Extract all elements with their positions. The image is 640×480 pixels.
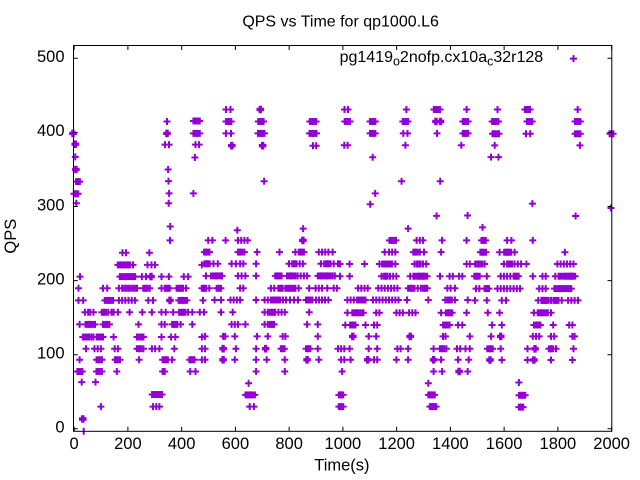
svg-text:1200: 1200	[378, 435, 415, 453]
svg-text:2000: 2000	[593, 435, 630, 453]
svg-text:100: 100	[37, 344, 65, 362]
svg-text:1800: 1800	[540, 435, 577, 453]
svg-text:200: 200	[114, 435, 142, 453]
svg-text:1000: 1000	[325, 435, 362, 453]
svg-text:600: 600	[222, 435, 250, 453]
svg-text:0: 0	[55, 419, 64, 437]
svg-text:400: 400	[168, 435, 196, 453]
svg-text:1400: 1400	[432, 435, 469, 453]
svg-text:1600: 1600	[486, 435, 523, 453]
svg-text:QPS: QPS	[2, 219, 20, 254]
svg-text:Time(s): Time(s)	[314, 457, 369, 475]
svg-text:0: 0	[70, 435, 79, 453]
svg-text:400: 400	[37, 122, 65, 140]
svg-text:200: 200	[37, 270, 65, 288]
svg-text:800: 800	[275, 435, 303, 453]
svg-text:QPS vs Time for qp1000.L6: QPS vs Time for qp1000.L6	[242, 14, 439, 31]
svg-text:500: 500	[37, 48, 65, 66]
svg-text:300: 300	[37, 196, 65, 214]
svg-text:pg1419o2nofp.cx10ac32r128: pg1419o2nofp.cx10ac32r128	[340, 49, 544, 69]
